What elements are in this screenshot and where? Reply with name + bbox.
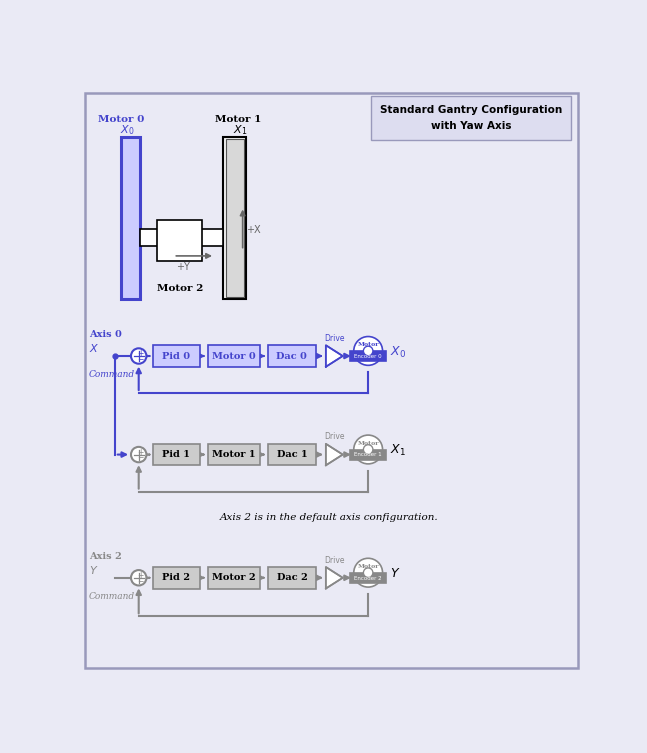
Text: Dac 2: Dac 2 bbox=[276, 573, 307, 582]
Text: Drive: Drive bbox=[324, 334, 345, 343]
FancyBboxPatch shape bbox=[153, 345, 201, 367]
Text: Axis 0: Axis 0 bbox=[89, 330, 122, 339]
FancyBboxPatch shape bbox=[351, 573, 386, 583]
FancyBboxPatch shape bbox=[268, 444, 316, 465]
Text: $Y$: $Y$ bbox=[89, 564, 98, 576]
Text: Dac 0: Dac 0 bbox=[276, 352, 307, 361]
Text: Dac 1: Dac 1 bbox=[277, 450, 307, 459]
FancyBboxPatch shape bbox=[351, 351, 386, 361]
Circle shape bbox=[131, 447, 146, 462]
FancyBboxPatch shape bbox=[268, 345, 316, 367]
Text: Motor 2: Motor 2 bbox=[157, 284, 203, 293]
Text: Pid 2: Pid 2 bbox=[162, 573, 190, 582]
FancyBboxPatch shape bbox=[208, 345, 260, 367]
Circle shape bbox=[364, 445, 373, 454]
Text: $X_0$: $X_0$ bbox=[120, 123, 134, 136]
Text: +: + bbox=[137, 349, 143, 358]
Polygon shape bbox=[326, 567, 343, 589]
Text: Drive: Drive bbox=[324, 432, 345, 441]
FancyBboxPatch shape bbox=[121, 137, 140, 299]
Text: Command: Command bbox=[89, 592, 135, 601]
Circle shape bbox=[354, 435, 382, 464]
Text: −: − bbox=[137, 453, 143, 462]
Text: Axis 2: Axis 2 bbox=[89, 552, 122, 561]
Text: +: + bbox=[137, 571, 143, 580]
Circle shape bbox=[354, 337, 382, 365]
FancyBboxPatch shape bbox=[226, 139, 244, 297]
Circle shape bbox=[364, 568, 373, 578]
Text: Axis 2 is in the default axis configuration.: Axis 2 is in the default axis configurat… bbox=[219, 514, 438, 523]
Text: +Y: +Y bbox=[176, 262, 190, 272]
Text: Drive: Drive bbox=[324, 556, 345, 565]
Text: Motor 1: Motor 1 bbox=[212, 450, 256, 459]
FancyBboxPatch shape bbox=[223, 137, 246, 299]
Text: −: − bbox=[137, 577, 143, 586]
Text: Pid 0: Pid 0 bbox=[162, 352, 190, 361]
FancyBboxPatch shape bbox=[153, 444, 201, 465]
Circle shape bbox=[131, 349, 146, 364]
Text: Motor 0: Motor 0 bbox=[212, 352, 256, 361]
Text: Command: Command bbox=[89, 370, 135, 379]
Polygon shape bbox=[326, 444, 343, 465]
Circle shape bbox=[364, 346, 373, 355]
Text: Motor 0: Motor 0 bbox=[98, 115, 144, 124]
Text: Motor: Motor bbox=[357, 342, 379, 347]
Text: $X_0$: $X_0$ bbox=[389, 345, 406, 360]
Circle shape bbox=[354, 558, 382, 587]
Text: +X: +X bbox=[247, 224, 261, 235]
Text: Pid 1: Pid 1 bbox=[162, 450, 190, 459]
Text: $Y$: $Y$ bbox=[389, 568, 400, 581]
Text: with Yaw Axis: with Yaw Axis bbox=[431, 120, 512, 131]
Text: +: + bbox=[137, 448, 143, 457]
Text: $X_1$: $X_1$ bbox=[233, 123, 248, 136]
Text: Motor: Motor bbox=[357, 564, 379, 569]
FancyBboxPatch shape bbox=[153, 567, 201, 589]
Text: Motor: Motor bbox=[357, 441, 379, 446]
Polygon shape bbox=[326, 345, 343, 367]
Text: Motor 1: Motor 1 bbox=[215, 115, 261, 124]
Text: Motor 2: Motor 2 bbox=[212, 573, 256, 582]
FancyBboxPatch shape bbox=[208, 567, 260, 589]
FancyBboxPatch shape bbox=[208, 444, 260, 465]
FancyBboxPatch shape bbox=[351, 450, 386, 460]
FancyBboxPatch shape bbox=[371, 96, 571, 140]
Text: $X$: $X$ bbox=[89, 343, 99, 355]
Text: $X_1$: $X_1$ bbox=[389, 444, 406, 459]
FancyBboxPatch shape bbox=[157, 221, 202, 261]
Text: Encoder 1: Encoder 1 bbox=[355, 453, 382, 457]
Text: Standard Gantry Configuration: Standard Gantry Configuration bbox=[380, 105, 562, 115]
FancyBboxPatch shape bbox=[268, 567, 316, 589]
FancyBboxPatch shape bbox=[140, 229, 223, 246]
Circle shape bbox=[131, 570, 146, 586]
Text: −: − bbox=[137, 355, 143, 364]
Text: Encoder 2: Encoder 2 bbox=[355, 575, 382, 581]
Text: Encoder 0: Encoder 0 bbox=[355, 354, 382, 359]
